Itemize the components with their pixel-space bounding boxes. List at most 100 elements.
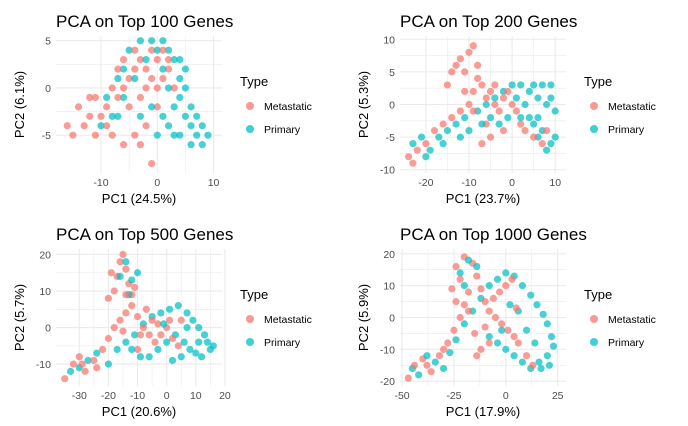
point-metastatic	[153, 103, 161, 111]
point-primary	[154, 345, 162, 354]
point-metastatic	[504, 326, 512, 334]
legend-title: Type	[584, 74, 612, 89]
point-primary	[417, 133, 426, 141]
point-primary	[164, 46, 173, 54]
point-metastatic	[435, 352, 444, 360]
point-metastatic	[469, 107, 477, 115]
point-primary	[456, 133, 464, 141]
point-metastatic	[145, 331, 153, 339]
point-primary	[114, 74, 122, 83]
point-primary	[465, 126, 473, 135]
point-metastatic	[510, 333, 518, 341]
point-metastatic	[508, 100, 516, 109]
y-tick-label: -10	[36, 359, 51, 371]
point-primary	[530, 81, 538, 89]
point-primary	[122, 258, 130, 266]
point-metastatic	[114, 93, 122, 102]
x-tick-label: -20	[418, 177, 433, 189]
point-primary	[195, 323, 203, 332]
y-tick-label: -10	[380, 344, 395, 356]
y-tick-label: 0	[45, 323, 51, 335]
point-primary	[136, 37, 145, 45]
point-metastatic	[461, 87, 469, 96]
point-metastatic	[530, 133, 538, 141]
point-metastatic	[514, 339, 522, 347]
point-metastatic	[452, 61, 460, 69]
point-primary	[122, 338, 130, 346]
point-metastatic	[148, 159, 156, 168]
point-metastatic	[133, 312, 142, 321]
point-primary	[170, 103, 178, 111]
point-primary	[547, 140, 555, 148]
y-tick-label: -5	[42, 130, 51, 142]
point-primary	[93, 349, 101, 357]
legend-key-metastatic	[590, 315, 598, 323]
legend-title: Type	[240, 74, 268, 89]
point-primary	[159, 112, 167, 120]
legend-key-primary	[246, 338, 254, 346]
point-primary	[551, 133, 559, 141]
data-points	[63, 37, 212, 168]
point-metastatic	[404, 374, 412, 382]
point-metastatic	[422, 140, 430, 148]
point-primary	[183, 323, 191, 332]
point-primary	[461, 113, 469, 122]
point-metastatic	[151, 338, 159, 346]
point-metastatic	[69, 360, 78, 368]
point-metastatic	[69, 131, 77, 139]
point-primary	[409, 140, 417, 148]
point-primary	[530, 120, 538, 128]
legend-label-metastatic: Metastatic	[608, 314, 656, 326]
point-primary	[176, 93, 184, 102]
point-metastatic	[116, 316, 124, 324]
point-primary	[485, 333, 493, 341]
point-metastatic	[104, 334, 113, 343]
point-primary	[209, 342, 217, 350]
point-metastatic	[474, 61, 482, 69]
y-tick-label: 10	[383, 34, 395, 46]
point-metastatic	[74, 103, 83, 111]
point-metastatic	[103, 122, 111, 130]
point-metastatic	[110, 323, 118, 332]
point-primary	[180, 338, 188, 346]
x-axis-label: PC1 (23.7%)	[446, 191, 520, 206]
point-primary	[193, 112, 201, 120]
point-primary	[506, 301, 514, 309]
point-metastatic	[474, 74, 482, 83]
y-tick-label: -5	[386, 132, 395, 144]
data-points	[405, 42, 559, 167]
point-metastatic	[443, 81, 452, 89]
point-metastatic	[114, 65, 122, 73]
point-primary	[508, 81, 516, 89]
x-tick-label: -10	[93, 177, 108, 189]
point-metastatic	[439, 345, 448, 353]
point-primary	[125, 46, 133, 54]
point-primary	[128, 276, 136, 284]
point-primary	[545, 361, 553, 369]
point-metastatic	[110, 287, 118, 295]
point-metastatic	[142, 305, 150, 313]
point-primary	[84, 356, 92, 365]
point-primary	[176, 74, 184, 83]
x-axis-label: PC1 (24.5%)	[102, 191, 176, 206]
point-primary	[485, 282, 493, 290]
legend-key-primary	[246, 125, 254, 133]
point-primary	[491, 94, 499, 102]
point-metastatic	[464, 307, 473, 315]
point-primary	[193, 131, 201, 139]
point-primary	[187, 141, 195, 149]
point-primary	[131, 74, 139, 83]
point-primary	[431, 358, 439, 366]
point-primary	[482, 100, 490, 109]
point-primary	[535, 358, 543, 366]
x-tick-label: 0	[164, 390, 170, 402]
point-metastatic	[542, 126, 551, 135]
point-metastatic	[104, 294, 113, 302]
point-metastatic	[61, 375, 69, 383]
point-metastatic	[485, 339, 493, 347]
point-metastatic	[478, 81, 486, 89]
point-metastatic	[122, 309, 130, 317]
point-metastatic	[495, 107, 503, 115]
point-metastatic	[478, 140, 486, 148]
x-tick-label: -10	[461, 177, 476, 189]
